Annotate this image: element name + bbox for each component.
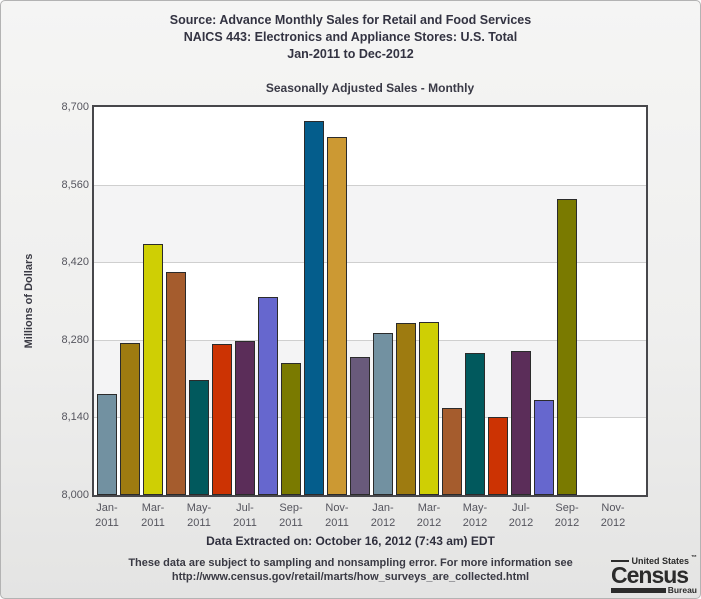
x-tick-label: Mar- 2011 [123, 501, 183, 531]
x-tick-month: Mar- [417, 502, 441, 514]
logo-census-wordmark: Census [611, 562, 689, 588]
gridline [94, 262, 646, 263]
x-tick-month: May- [462, 502, 488, 514]
x-tick-month: May- [186, 502, 212, 514]
x-tick-month: Jan- [96, 502, 118, 514]
x-tick-label: Mar- 2012 [399, 501, 459, 531]
bar-apr-2011 [166, 272, 186, 495]
y-tick-label: 8,420 [61, 256, 89, 269]
x-tick-year: 2011 [141, 517, 165, 529]
y-tick-label: 8,560 [61, 178, 89, 191]
x-tick-label: Jul- 2012 [491, 501, 551, 531]
bar-feb-2011 [120, 343, 140, 495]
bar-mar-2012 [419, 322, 439, 495]
bar-jul-2012 [511, 351, 531, 495]
bar-jun-2011 [212, 344, 232, 495]
logo-bottom-row: Bureau [611, 585, 697, 595]
plot-band [94, 184, 646, 263]
plot-area [92, 105, 648, 497]
bar-oct-2011 [304, 121, 324, 495]
title-line-3: Jan-2011 to Dec-2012 [287, 47, 414, 61]
x-tick-label: May- 2011 [169, 501, 229, 531]
x-tick-year: 2012 [370, 517, 396, 529]
data-extracted-note: Data Extracted on: October 16, 2012 (7:4… [206, 534, 495, 548]
disclaimer-line-2: http://www.census.gov/retail/marts/how_s… [171, 570, 530, 583]
title-line-2: NAICS 443: Electronics and Appliance Sto… [183, 30, 518, 44]
logo-bar [611, 587, 666, 593]
bar-jan-2012 [373, 333, 393, 495]
bar-feb-2012 [396, 323, 416, 495]
bar-aug-2011 [258, 297, 278, 495]
title-line-1: Source: Advance Monthly Sales for Retail… [169, 13, 532, 27]
bar-sep-2011 [281, 363, 301, 495]
x-tick-label: Jan- 2012 [353, 501, 413, 531]
bar-jun-2012 [488, 417, 508, 495]
x-tick-year: 2011 [233, 517, 257, 529]
logo-bureau: Bureau [667, 585, 697, 595]
y-tick-label: 8,700 [61, 101, 89, 113]
plot-band [94, 417, 646, 495]
bar-aug-2012 [534, 400, 554, 495]
x-tick-month: Sep- [279, 502, 303, 514]
x-tick-month: Nov- [325, 502, 349, 514]
x-tick-month: Sep- [555, 502, 579, 514]
y-tick-label: 8,140 [61, 411, 89, 424]
bar-mar-2011 [143, 244, 163, 495]
gridline [94, 185, 646, 186]
chart-subtitle: Seasonally Adjusted Sales - Monthly [265, 81, 475, 95]
plot-band [94, 339, 646, 418]
x-tick-year: 2011 [95, 517, 119, 529]
x-tick-label: Sep- 2012 [537, 501, 597, 531]
bar-apr-2012 [442, 408, 462, 495]
disclaimer-line-1: These data are subject to sampling and n… [128, 557, 573, 569]
bar-nov-2011 [327, 137, 347, 495]
x-tick-year: 2012 [416, 517, 442, 529]
x-tick-label: Nov- 2012 [583, 501, 643, 531]
x-tick-label: Nov- 2011 [307, 501, 367, 531]
x-tick-year: 2011 [325, 517, 349, 529]
logo-rule [611, 560, 630, 562]
x-tick-month: Jul- [236, 502, 254, 514]
census-bureau-logo: United States ™ Census Bureau [611, 555, 697, 595]
gridline [94, 340, 646, 341]
plot-band [94, 107, 646, 185]
logo-top-row: United States ™ [611, 555, 697, 566]
disclaimer: These data are subject to sampling and n… [1, 557, 700, 584]
y-tick-label: 8,000 [61, 489, 89, 501]
plot-band [94, 262, 646, 340]
bar-jan-2011 [97, 394, 117, 495]
x-tick-month: Jul- [512, 502, 530, 514]
logo-united-states: United States [631, 556, 689, 566]
x-tick-label: Sep- 2011 [261, 501, 321, 531]
chart-source-title: Source: Advance Monthly Sales for Retail… [1, 12, 700, 63]
x-tick-month: Jan- [372, 502, 394, 514]
x-tick-year: 2011 [187, 517, 211, 529]
x-tick-year: 2012 [462, 517, 488, 529]
x-tick-year: 2011 [279, 517, 303, 529]
x-tick-label: Jul- 2011 [215, 501, 275, 531]
bar-may-2011 [189, 380, 209, 495]
y-tick-label: 8,280 [61, 333, 89, 346]
bar-may-2012 [465, 353, 485, 495]
x-tick-year: 2012 [554, 517, 580, 529]
bar-sep-2012 [557, 199, 577, 495]
x-tick-month: Mar- [141, 502, 165, 514]
bar-dec-2011 [350, 357, 370, 495]
gridline [94, 417, 646, 418]
x-tick-label: Jan- 2011 [77, 501, 137, 531]
x-tick-label: May- 2012 [445, 501, 505, 531]
bar-jul-2011 [235, 341, 255, 495]
trademark-icon: ™ [691, 555, 697, 561]
x-tick-year: 2012 [600, 517, 626, 529]
x-tick-month: Nov- [601, 502, 625, 514]
x-tick-year: 2012 [508, 517, 534, 529]
